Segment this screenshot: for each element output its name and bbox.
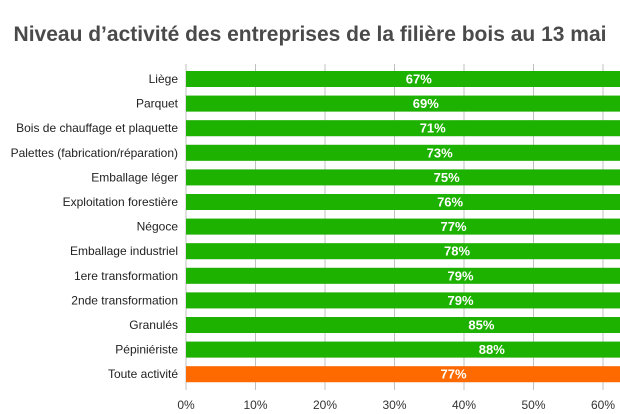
category-label: Bois de chauffage et plaquette (16, 121, 178, 135)
bar (186, 169, 620, 186)
x-tick-label: 20% (313, 398, 337, 412)
category-label: Liège (149, 72, 179, 86)
data-label: 85% (468, 318, 494, 333)
data-label: 75% (434, 170, 460, 185)
data-label: 79% (448, 268, 474, 283)
x-tick-label: 50% (521, 398, 545, 412)
bar (186, 267, 620, 284)
category-label: 1ere transformation (74, 269, 178, 283)
bar (186, 71, 620, 87)
bar (186, 144, 620, 161)
data-label: 77% (441, 219, 467, 234)
data-label: 71% (420, 121, 446, 136)
data-label: 76% (437, 195, 463, 210)
bar (186, 95, 620, 112)
category-label: Emballage industriel (70, 244, 178, 258)
category-label: Négoce (137, 220, 179, 234)
category-label: Parquet (136, 97, 179, 111)
x-tick-label: 30% (382, 398, 406, 412)
bar (186, 194, 620, 210)
bar (186, 292, 620, 309)
data-label: 73% (427, 145, 453, 160)
data-label: 77% (441, 367, 467, 382)
chart-title: Niveau d’activité des entreprises de la … (13, 23, 607, 46)
x-tick-label: 60% (591, 398, 615, 412)
bar (186, 341, 620, 358)
bar (186, 366, 620, 383)
category-label: Pépiniériste (115, 343, 178, 357)
x-tick-label: 40% (452, 398, 476, 412)
category-label: Emballage léger (91, 170, 178, 184)
bar (186, 218, 620, 235)
bar (186, 120, 620, 137)
data-label: 78% (444, 244, 470, 259)
data-label: 79% (448, 293, 474, 308)
bar (186, 243, 620, 260)
category-label: 2nde transformation (71, 293, 178, 307)
data-label: 67% (406, 72, 432, 87)
bar (186, 317, 620, 333)
x-tick-label: 0% (177, 398, 195, 412)
data-label: 88% (479, 342, 505, 357)
category-label: Exploitation forestière (63, 195, 179, 209)
x-tick-label: 10% (243, 398, 267, 412)
category-label: Granulés (129, 318, 178, 332)
category-label: Toute activité (108, 367, 178, 381)
data-label: 69% (413, 96, 439, 111)
category-label: Palettes (fabrication/réparation) (11, 146, 178, 160)
